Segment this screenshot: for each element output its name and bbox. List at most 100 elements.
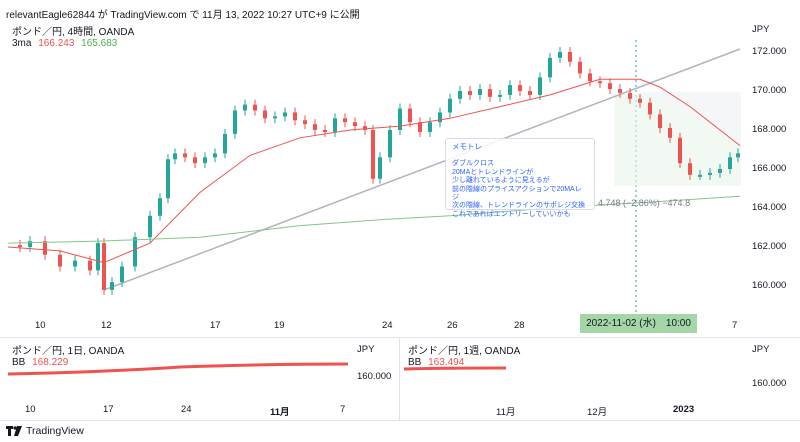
price-tick: 160.000 xyxy=(357,371,392,382)
candle-body xyxy=(708,172,712,175)
time-tick: 24 xyxy=(382,320,393,331)
note-line: これであればエントリーしていいかも xyxy=(452,210,571,218)
candle-body xyxy=(468,91,472,95)
time-tick: 11月 xyxy=(270,407,290,418)
price-tick: 168.000 xyxy=(752,124,787,135)
candle-body xyxy=(528,91,532,95)
candle-body xyxy=(438,112,442,123)
candle-body xyxy=(428,122,432,132)
candle-body xyxy=(193,157,197,164)
price-tick: 160.000 xyxy=(752,378,787,389)
candle-body xyxy=(558,52,562,58)
candle-body xyxy=(102,243,106,290)
trend-line[interactable] xyxy=(103,48,741,291)
time-tick: 17 xyxy=(103,404,114,415)
candle-body xyxy=(736,153,740,158)
brand-name: TradingView xyxy=(26,425,84,437)
main-price-chart[interactable] xyxy=(0,40,800,340)
candle-body xyxy=(448,98,452,113)
candle-body xyxy=(578,61,582,74)
note-title: メモトレ xyxy=(452,142,482,151)
bb-value: 168.229 xyxy=(32,357,69,368)
currency-label: JPY xyxy=(752,24,770,35)
daily-bb-chart[interactable] xyxy=(0,360,350,380)
candle-body xyxy=(588,73,592,82)
candle-body xyxy=(638,98,642,103)
candle-body xyxy=(668,128,672,138)
candle-body xyxy=(538,77,542,95)
time-tick: 10 xyxy=(25,404,36,415)
main-indicator-legend: 3ma 166.243 165.683 xyxy=(12,38,117,49)
pane-separator xyxy=(0,420,800,421)
candle-body xyxy=(233,110,237,134)
measure-label: 4.748 (−2.86%) −474.8 xyxy=(598,198,691,208)
ma-20-line xyxy=(7,78,741,264)
candle-body xyxy=(418,122,422,132)
candle-body xyxy=(273,116,277,119)
time-tick: 17 xyxy=(210,320,221,331)
candle-body xyxy=(458,91,462,99)
candle-body xyxy=(398,108,402,130)
publish-info: relevantEagle62844 が TradingView.com で 1… xyxy=(6,10,360,21)
note-line: 前の階線のプライスアクションで20MAレジ xyxy=(452,185,582,202)
candle-body xyxy=(283,112,287,117)
candle-body xyxy=(628,92,632,99)
candle-body xyxy=(110,282,114,290)
memo-note[interactable]: メモトレ ダブルクロス 20MAとトレンドラインが 少し離れているように見えるが… xyxy=(445,138,595,218)
candle-body xyxy=(293,112,297,121)
note-line: 次の階線、トレンドラインのサポレジ交換 xyxy=(452,202,585,210)
candle-body xyxy=(648,102,652,115)
candle-body xyxy=(323,130,327,132)
candle-body xyxy=(568,52,572,62)
time-tick: 26 xyxy=(447,320,458,331)
price-tick: 170.000 xyxy=(752,85,787,96)
tradingview-logo-icon xyxy=(6,426,22,436)
crosshair-date-badge: 2022-11-02 (水) 10:00 xyxy=(580,314,697,333)
indicator-name: 3ma xyxy=(12,38,32,49)
candle-body xyxy=(28,241,32,247)
candle-body xyxy=(378,157,382,179)
currency-label: JPY xyxy=(357,344,375,355)
daily-bb-line xyxy=(7,362,349,376)
candle-body xyxy=(43,241,47,255)
time-tick: 2023 xyxy=(673,404,695,415)
price-tick: 162.000 xyxy=(752,241,787,252)
time-tick: 7 xyxy=(732,320,738,331)
candle-body xyxy=(518,85,522,91)
candle-body xyxy=(96,243,100,271)
candle-body xyxy=(488,89,492,97)
candle-body xyxy=(166,159,170,199)
candle-body xyxy=(88,260,92,271)
bb-value: 163.494 xyxy=(428,357,465,368)
time-tick: 12月 xyxy=(587,407,608,418)
currency-label: JPY xyxy=(752,344,770,355)
candle-body xyxy=(253,104,257,111)
candle-body xyxy=(173,153,177,160)
candle-body xyxy=(58,254,62,267)
candle-body xyxy=(478,89,482,95)
price-tick: 164.000 xyxy=(752,202,787,213)
price-tick: 160.000 xyxy=(752,280,787,291)
daily-symbol-title: ポンド／円, 1日, OANDA xyxy=(12,346,125,357)
candle-body xyxy=(148,215,152,238)
candle-body xyxy=(213,153,217,158)
weekly-bb-chart[interactable] xyxy=(400,360,520,380)
candle-body xyxy=(728,157,732,169)
tradingview-logo[interactable]: TradingView xyxy=(6,425,84,437)
candle-body xyxy=(120,266,124,283)
weekly-bb-legend: BB 163.494 xyxy=(408,357,464,368)
time-tick: 19 xyxy=(274,320,285,331)
price-tick: 172.000 xyxy=(752,46,787,57)
candle-body xyxy=(313,124,317,130)
time-tick: 28 xyxy=(514,320,525,331)
candle-body xyxy=(73,260,77,267)
main-symbol-title: ポンド／円, 4時間, OANDA xyxy=(12,27,135,38)
weekly-symbol-title: ポンド／円, 1週, OANDA xyxy=(408,346,521,357)
candles-group xyxy=(18,47,740,295)
candle-body xyxy=(223,133,227,154)
candle-body xyxy=(498,94,502,97)
candle-body xyxy=(203,157,207,164)
ma-200-line xyxy=(7,195,741,244)
candle-body xyxy=(158,198,162,216)
time-tick: 11月 xyxy=(496,407,516,418)
